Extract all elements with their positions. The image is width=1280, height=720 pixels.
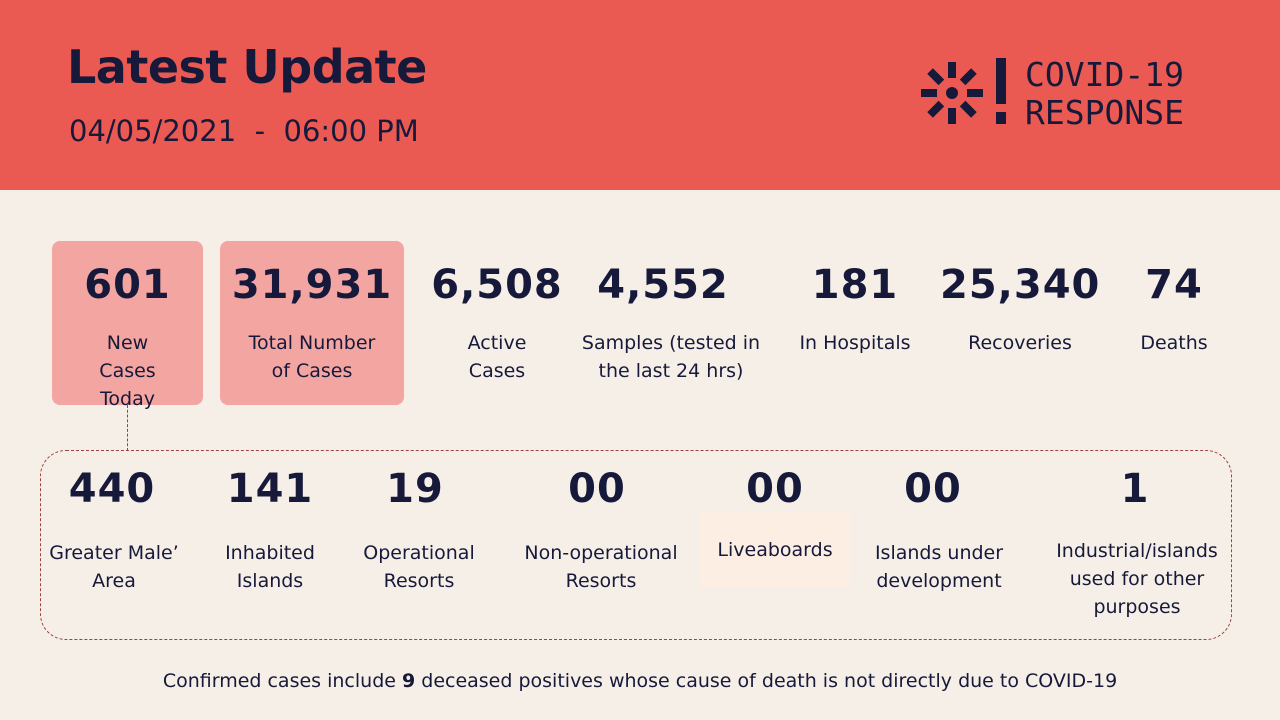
footnote-deceased-count: 9 bbox=[401, 670, 416, 692]
stat-label: Recoveries bbox=[968, 332, 1072, 354]
stat-recoveries: 25,340 Recoveries bbox=[940, 262, 1100, 402]
stat-value: 25,340 bbox=[940, 262, 1101, 308]
stat-label: Total Number of Cases bbox=[248, 332, 376, 382]
breakdown-liveaboards: 00 Liveaboards bbox=[700, 466, 850, 616]
stat-label: Deaths bbox=[1140, 332, 1208, 354]
liveaboards-highlight bbox=[700, 511, 850, 587]
breakdown-operational-resorts: 19 Operational Resorts bbox=[350, 466, 488, 616]
update-datetime: 04/05/2021 - 06:00 PM bbox=[69, 114, 419, 148]
breakdown-value: 141 bbox=[226, 466, 314, 512]
stat-total-cases: 31,931 Total Number of Cases bbox=[220, 262, 404, 402]
stat-value: 601 bbox=[84, 262, 171, 308]
stat-new-cases: 601 New Cases Today bbox=[52, 262, 203, 410]
breakdown-industrial-islands: 1 Industrial/islands used for other purp… bbox=[1042, 466, 1232, 626]
breakdown-panel bbox=[40, 450, 1232, 640]
breakdown-connector bbox=[127, 405, 128, 451]
breakdown-value: 00 bbox=[746, 466, 804, 512]
stat-label: Active Cases bbox=[467, 332, 527, 382]
update-time: 06:00 PM bbox=[283, 114, 419, 148]
logo-line-2: RESPONSE bbox=[1025, 93, 1184, 132]
breakdown-islands-under-development: 00 Islands under development bbox=[866, 466, 1012, 616]
breakdown-value: 1 bbox=[1120, 466, 1150, 512]
stat-label: In Hospitals bbox=[799, 332, 911, 354]
breakdown-non-operational-resorts: 00 Non-operational Resorts bbox=[515, 466, 687, 616]
stat-active-cases: 6,508 Active Cases bbox=[422, 262, 572, 402]
stat-label: Samples (tested in the last 24 hrs) bbox=[581, 332, 761, 382]
breakdown-label: Industrial/islands used for other purpos… bbox=[1056, 540, 1218, 618]
stat-samples: 4,552 Samples (tested in the last 24 hrs… bbox=[580, 262, 762, 402]
breakdown-value: 00 bbox=[904, 466, 962, 512]
breakdown-label: Greater Male’ Area bbox=[49, 542, 179, 592]
new-cases-highlight-box bbox=[52, 241, 203, 405]
stat-value: 31,931 bbox=[231, 262, 393, 308]
logo-line-1: COVID-19 bbox=[1025, 55, 1184, 94]
total-cases-highlight-box bbox=[220, 241, 404, 405]
breakdown-label: Liveaboards bbox=[717, 539, 833, 561]
update-date: 04/05/2021 bbox=[69, 114, 237, 148]
stat-value: 181 bbox=[811, 262, 899, 308]
stat-value: 4,552 bbox=[597, 262, 729, 308]
footnote-text-after: deceased positives whose cause of death … bbox=[415, 670, 1118, 692]
footnote: Confirmed cases include 9 deceased posit… bbox=[0, 670, 1280, 692]
stat-value: 74 bbox=[1145, 262, 1203, 308]
asterisk-exclamation-icon bbox=[921, 58, 1006, 124]
breakdown-value: 19 bbox=[386, 466, 444, 512]
page-title: Latest Update bbox=[67, 40, 427, 94]
stat-deaths: 74 Deaths bbox=[1115, 262, 1233, 402]
breakdown-value: 00 bbox=[568, 466, 626, 512]
logo-text: COVID-19 RESPONSE bbox=[1025, 56, 1184, 132]
footnote-text-before: Confirmed cases include bbox=[162, 670, 402, 692]
stat-label: New Cases Today bbox=[99, 332, 156, 410]
datetime-separator: - bbox=[254, 114, 266, 148]
breakdown-label: Operational Resorts bbox=[363, 542, 475, 592]
breakdown-inhabited-islands: 141 Inhabited Islands bbox=[205, 466, 335, 616]
breakdown-greater-male: 440 Greater Male’ Area bbox=[44, 466, 184, 616]
breakdown-label: Islands under development bbox=[874, 542, 1004, 592]
header-banner: Latest Update 04/05/2021 - 06:00 PM COVI… bbox=[0, 0, 1280, 190]
stat-value: 6,508 bbox=[431, 262, 563, 308]
breakdown-label: Inhabited Islands bbox=[225, 542, 315, 592]
breakdown-value: 440 bbox=[68, 466, 156, 512]
stat-in-hospitals: 181 In Hospitals bbox=[780, 262, 930, 402]
breakdown-label: Non-operational Resorts bbox=[524, 542, 678, 592]
